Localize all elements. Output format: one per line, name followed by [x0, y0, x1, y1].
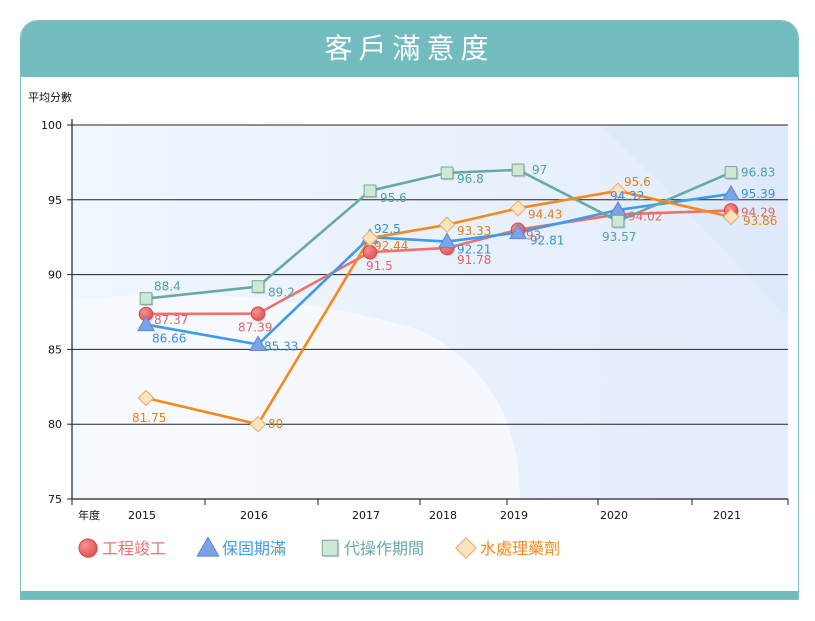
data-label: 91.5	[366, 259, 393, 273]
data-label: 88.4	[154, 280, 181, 294]
marker-diamond	[609, 182, 627, 200]
data-label: 95.6	[624, 175, 651, 189]
x-tick-label: 2019	[500, 509, 528, 522]
marker-square	[363, 184, 377, 198]
marker-diamond	[361, 229, 379, 247]
marker-square	[511, 163, 525, 177]
x-axis-label: 年度	[78, 508, 100, 522]
data-label: 94.32	[610, 189, 644, 203]
axes: 75 80 85 90 95 100 2015 2016 2017 2018 2019 2020 202…	[28, 91, 789, 522]
marker-square	[611, 214, 625, 228]
marker-circle	[250, 306, 266, 321]
data-labels: 87.37 87.39 91.5 91.78 93 94.02 94.29 86.66 85.3…	[132, 163, 777, 431]
data-label: 87.37	[154, 313, 188, 327]
data-label: 97	[532, 163, 547, 177]
marker-triangle	[438, 232, 456, 249]
marker-diamond	[249, 415, 267, 433]
marker-triangle	[196, 536, 220, 557]
legend-label: 代操作期間	[344, 539, 424, 558]
data-label: 92.5	[374, 222, 401, 236]
x-tick-label: 2017	[352, 509, 380, 522]
data-label: 85.33	[264, 339, 298, 353]
x-tick-label: 2015	[128, 509, 156, 522]
marker-diamond	[722, 208, 740, 226]
y-tick-label: 85	[48, 343, 62, 356]
marker-diamond	[509, 199, 527, 217]
x-tick-label: 2018	[429, 509, 457, 522]
data-label: 96.8	[457, 172, 484, 186]
data-label: 92.21	[457, 243, 491, 257]
footer-bar	[21, 591, 798, 599]
data-label: 80	[268, 417, 283, 431]
y-axis-label: 平均分數	[28, 91, 72, 104]
y-tick-label: 90	[48, 269, 62, 282]
y-tick-label: 95	[48, 194, 62, 207]
legend-label: 水處理藥劑	[480, 539, 560, 558]
page-title: 客戶滿意度	[21, 21, 798, 77]
data-label: 92.81	[530, 234, 564, 248]
data-label: 89.2	[268, 286, 295, 300]
series-markers	[137, 163, 740, 433]
marker-triangle	[249, 335, 267, 352]
marker-square	[321, 539, 339, 557]
data-label: 93.57	[602, 230, 636, 244]
legend-label: 保固期滿	[222, 539, 286, 558]
marker-square	[724, 166, 738, 179]
data-label: 92.44	[374, 239, 408, 253]
data-label: 93	[526, 229, 541, 243]
data-label: 94.02	[628, 209, 662, 223]
data-label: 87.39	[238, 321, 272, 335]
marker-diamond	[137, 389, 155, 407]
data-label: 86.66	[152, 332, 186, 346]
marker-diamond	[455, 537, 477, 559]
data-label: 95.6	[380, 191, 407, 205]
marker-triangle	[137, 315, 155, 332]
y-tick-label: 80	[48, 418, 62, 431]
x-tick-label: 2016	[240, 509, 268, 522]
data-label: 93.33	[457, 224, 491, 238]
x-tick-label: 2021	[713, 509, 741, 522]
y-tick-label: 100	[41, 119, 62, 132]
data-label: 94.29	[741, 205, 775, 219]
plot-wave	[72, 294, 520, 499]
legend: 工程竣工 保固期滿 代操作期間 水處理藥劑	[78, 536, 560, 559]
legend-label: 工程竣工	[102, 539, 166, 558]
plot-wave	[600, 125, 788, 320]
plot-background	[72, 125, 788, 499]
marker-circle	[78, 538, 98, 558]
data-label: 94.43	[528, 207, 562, 221]
marker-diamond	[438, 216, 456, 234]
data-label: 81.75	[132, 411, 166, 425]
data-label: 91.78	[457, 253, 491, 267]
marker-triangle	[722, 184, 740, 201]
marker-square	[139, 292, 153, 305]
data-label: 93.86	[743, 214, 777, 228]
marker-triangle	[509, 223, 527, 240]
marker-square	[440, 166, 454, 180]
data-label: 96.83	[741, 165, 775, 179]
x-tick-label: 2020	[600, 509, 628, 522]
marker-square	[251, 280, 265, 293]
data-label: 95.39	[741, 187, 775, 201]
y-tick-label: 75	[48, 493, 62, 506]
